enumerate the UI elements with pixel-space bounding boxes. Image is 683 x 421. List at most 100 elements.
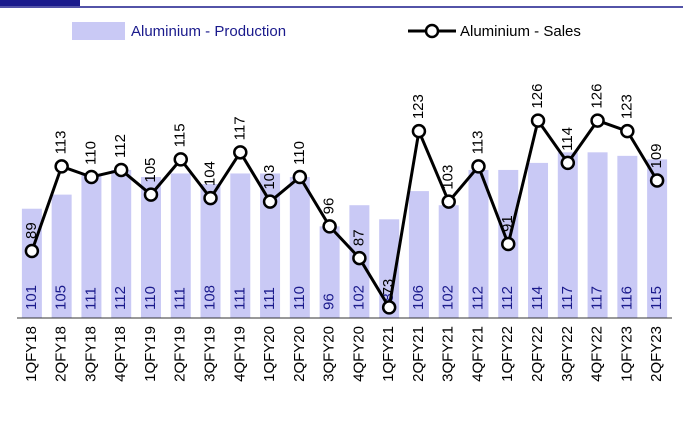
bar [408, 191, 429, 318]
x-tick-label: 1QFY23 [618, 326, 635, 382]
legend-swatch [72, 22, 125, 40]
line-value-label: 117 [231, 116, 248, 140]
x-tick-label: 3QFY19 [201, 326, 218, 382]
sales-marker [590, 113, 605, 128]
x-tick-label: 4QFY19 [231, 326, 248, 382]
line-value-label: 105 [142, 158, 159, 183]
bar [319, 226, 340, 318]
bar [140, 177, 161, 318]
x-tick-label: 1QFY18 [23, 326, 40, 382]
line-value-label: 110 [82, 141, 99, 165]
bar-value-label: 114 [529, 286, 546, 310]
line-value-label: 73 [380, 279, 397, 296]
bar [81, 173, 102, 318]
bar [111, 169, 132, 318]
bar-value-label: 111 [261, 287, 278, 310]
bar [557, 152, 578, 318]
bar [260, 173, 281, 318]
sales-marker [292, 169, 308, 185]
x-tick-label: 4QFY20 [350, 326, 367, 382]
bar-value-label: 110 [291, 286, 308, 310]
sales-marker [441, 194, 456, 209]
sales-line [30, 117, 659, 312]
line-value-label: 103 [440, 165, 457, 190]
sales-marker [84, 169, 99, 185]
bar [200, 184, 221, 318]
line-value-label: 113 [469, 131, 486, 155]
x-tick-label: 3QFY22 [559, 326, 576, 382]
line-value-label: 89 [23, 222, 40, 239]
bar-value-label: 117 [559, 286, 576, 310]
sales-marker [501, 236, 516, 252]
bar [528, 162, 549, 318]
sales-marker [203, 190, 218, 206]
bar-value-label: 101 [23, 285, 40, 310]
bar-value-label: 110 [142, 286, 159, 310]
line-value-label: 126 [589, 84, 606, 109]
sales-marker [649, 173, 665, 188]
bar-value-label: 105 [53, 285, 70, 310]
line-value-label: 109 [648, 143, 665, 168]
bar-value-label: 112 [499, 286, 516, 310]
x-tick-label: 2QFY19 [172, 326, 189, 382]
x-tick-label: 2QFY21 [410, 326, 427, 382]
bar [587, 152, 608, 318]
sales-marker [113, 162, 129, 178]
x-tick-label: 2QFY18 [53, 326, 70, 382]
x-tick-label: 4QFY18 [112, 326, 129, 382]
bar [438, 205, 459, 318]
sales-marker [143, 187, 159, 202]
bar-value-label: 116 [618, 286, 635, 310]
x-tick-label: 4QFY22 [589, 326, 606, 382]
bar [647, 159, 668, 318]
sales-marker [381, 300, 397, 315]
sales-marker [620, 123, 635, 139]
bar-value-label: 112 [469, 286, 486, 310]
line-value-label: 115 [172, 123, 189, 147]
line-value-label: 123 [618, 94, 635, 119]
bar-value-label: 108 [201, 285, 218, 310]
sales-marker [322, 219, 337, 234]
sales-marker [24, 243, 40, 259]
bar [51, 194, 72, 318]
line-value-label: 96 [321, 198, 338, 215]
legend-label: Aluminium - Production [131, 23, 286, 40]
x-tick-label: 1QFY21 [380, 326, 397, 382]
sales-marker [411, 123, 427, 139]
bar-value-label: 96 [321, 293, 338, 310]
line-value-label: 126 [529, 84, 546, 109]
sales-marker [233, 145, 248, 160]
legend-label: Aluminium - Sales [460, 23, 581, 40]
header-accent [0, 0, 80, 6]
bar [289, 177, 310, 318]
sales-marker [530, 113, 546, 128]
line-value-label: 123 [410, 94, 427, 119]
bar-value-label: 112 [112, 286, 129, 310]
x-tick-label: 2QFY20 [291, 326, 308, 382]
bar-value-label: 111 [172, 287, 189, 310]
line-value-label: 110 [291, 141, 308, 165]
x-tick-label: 3QFY21 [440, 326, 457, 382]
sales-marker [173, 152, 188, 167]
x-tick-label: 2QFY22 [529, 326, 546, 382]
line-value-label: 114 [559, 127, 576, 151]
bar [468, 169, 489, 318]
x-tick-label: 1QFY22 [499, 326, 516, 382]
sales-marker [262, 194, 278, 209]
sales-marker [560, 155, 576, 171]
line-value-label: 91 [499, 215, 516, 232]
bar [170, 173, 191, 318]
bar-value-label: 115 [648, 286, 665, 310]
bar [230, 173, 251, 318]
bar [617, 155, 638, 318]
x-tick-label: 3QFY20 [321, 326, 338, 382]
x-tick-label: 2QFY23 [648, 326, 665, 382]
x-tick-label: 4QFY21 [469, 326, 486, 382]
sales-marker [352, 250, 367, 266]
x-tick-label: 1QFY19 [142, 326, 159, 382]
x-tick-label: 1QFY20 [261, 326, 278, 382]
line-value-label: 87 [350, 229, 367, 246]
bar-value-label: 117 [589, 286, 606, 310]
bar-value-label: 102 [440, 285, 457, 310]
bar-value-label: 111 [231, 287, 248, 310]
